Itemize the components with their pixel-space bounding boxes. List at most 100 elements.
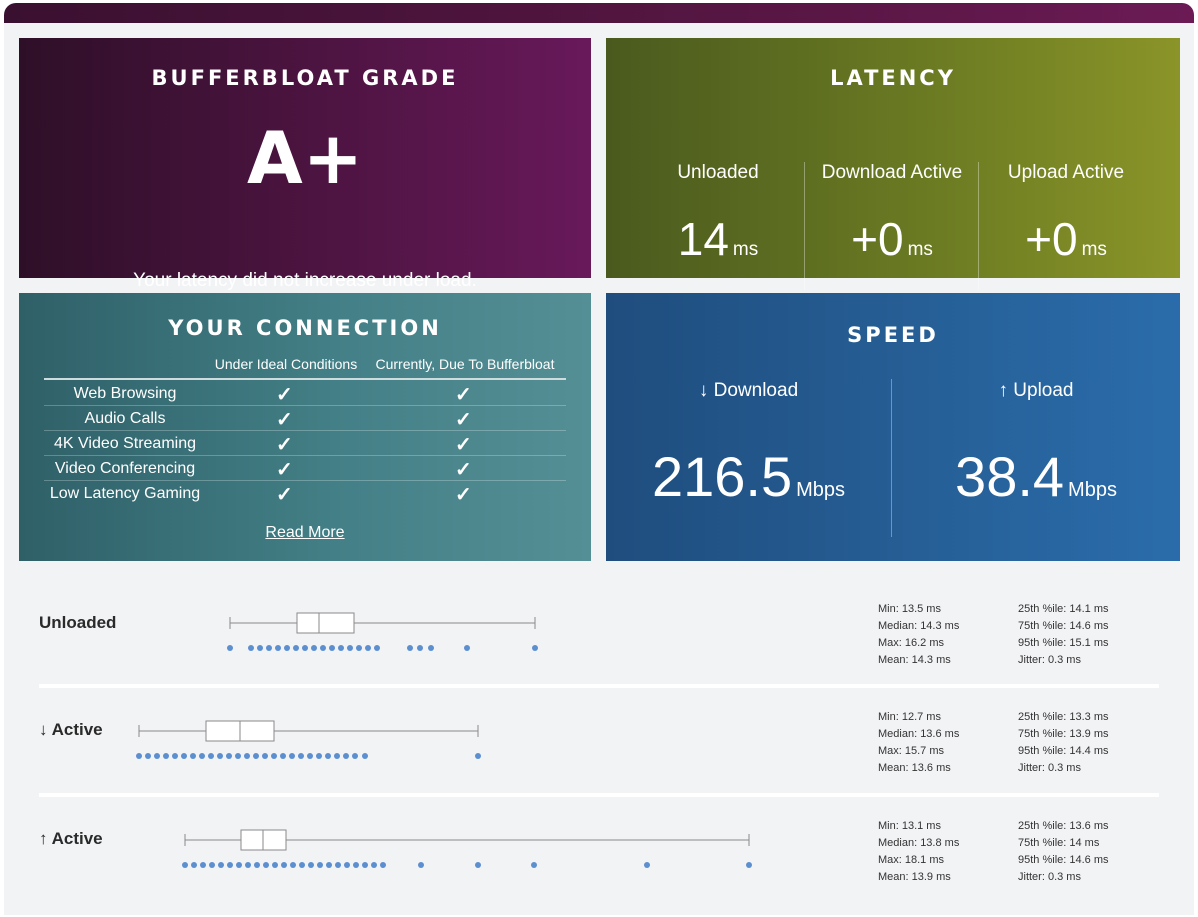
dot <box>244 753 250 759</box>
dot <box>316 753 322 759</box>
row-title: ↓ Active <box>39 720 103 739</box>
dot <box>320 645 326 651</box>
dot <box>281 862 287 868</box>
dot <box>417 645 423 651</box>
latency-value: 14 ms <box>677 213 759 265</box>
row-label: Low Latency Gaming <box>49 485 201 502</box>
dot <box>475 862 481 868</box>
check-icon: ✓ <box>455 459 472 481</box>
dot <box>226 753 232 759</box>
dot <box>163 753 169 759</box>
connection-title: YOUR CONNECTION <box>168 316 442 340</box>
row-title: Unloaded <box>39 613 117 632</box>
header-rule <box>44 378 566 380</box>
sample-dots <box>227 645 538 651</box>
dot <box>475 753 481 759</box>
connection-row: Audio Calls ✓ ✓ <box>44 406 566 431</box>
dot <box>326 862 332 868</box>
latency-unloaded: Unloaded 14 ms <box>636 38 800 278</box>
download-active-boxplot <box>136 720 481 759</box>
check-icon: ✓ <box>455 434 472 456</box>
dot <box>317 862 323 868</box>
dot <box>311 645 317 651</box>
dot <box>343 753 349 759</box>
dot <box>289 753 295 759</box>
header-ideal: Under Ideal Conditions <box>214 356 358 372</box>
dot <box>136 753 142 759</box>
dot <box>299 862 305 868</box>
bufferbloat-grade-card: BUFFERBLOAT GRADE A+ Your latency did no… <box>19 38 591 291</box>
check-icon: ✓ <box>455 409 472 431</box>
row-separator <box>39 684 1159 688</box>
dot <box>338 645 344 651</box>
dot <box>227 862 233 868</box>
dot <box>236 862 242 868</box>
dot <box>190 753 196 759</box>
dot <box>227 645 233 651</box>
latency-download-active: Download Active +0 ms <box>810 38 974 278</box>
dot <box>371 862 377 868</box>
dot <box>334 753 340 759</box>
dot <box>418 862 424 868</box>
dot <box>407 645 413 651</box>
dot <box>181 753 187 759</box>
dot <box>266 645 272 651</box>
dot <box>245 862 251 868</box>
dot <box>308 862 314 868</box>
dot <box>172 753 178 759</box>
latency-label: Download Active <box>821 162 963 183</box>
stats-left: Min: 12.7 ms Median: 13.6 ms Max: 15.7 ms M… <box>878 711 960 774</box>
dot <box>380 862 386 868</box>
dot <box>248 645 254 651</box>
dot <box>307 753 313 759</box>
dot <box>362 862 368 868</box>
upload-value: 38.4 Mbps <box>955 445 1117 508</box>
download-value: 216.5 Mbps <box>651 445 846 508</box>
dot <box>253 753 259 759</box>
speed-divider <box>891 379 892 537</box>
dot <box>209 862 215 868</box>
read-more-link[interactable]: Read More <box>265 524 345 541</box>
connection-row: 4K Video Streaming ✓ ✓ <box>44 431 566 456</box>
dot <box>302 645 308 651</box>
dot <box>262 753 268 759</box>
dot <box>218 862 224 868</box>
connection-row: Low Latency Gaming ✓ ✓ <box>44 481 566 506</box>
header-current: Currently, Due To Bufferbloat <box>375 356 555 372</box>
speed-card: SPEED ↓ Download 216.5 Mbps ↑ Upload 38.4… <box>606 293 1180 561</box>
upload-active-boxplot <box>182 829 752 868</box>
dot <box>199 753 205 759</box>
sample-dots <box>182 862 752 868</box>
dot <box>353 862 359 868</box>
check-icon: ✓ <box>455 384 472 406</box>
dot <box>344 862 350 868</box>
dot <box>271 753 277 759</box>
dot <box>145 753 151 759</box>
dot <box>191 862 197 868</box>
dot <box>464 645 470 651</box>
grade-description: Your latency did not increase under load… <box>133 270 477 291</box>
dot <box>532 645 538 651</box>
dot <box>154 753 160 759</box>
speed-title: SPEED <box>847 323 939 347</box>
dot <box>280 753 286 759</box>
dot <box>644 862 650 868</box>
dot <box>325 753 331 759</box>
latency-title: LATENCY <box>830 66 956 90</box>
connection-row: Web Browsing ✓ ✓ <box>44 381 566 406</box>
connection-row: Video Conferencing ✓ ✓ <box>44 456 566 481</box>
dot <box>293 645 299 651</box>
check-icon: ✓ <box>276 384 293 406</box>
dot <box>275 645 281 651</box>
dot <box>257 645 263 651</box>
dot <box>217 753 223 759</box>
row-title: ↑ Active <box>39 829 103 848</box>
sample-dots <box>136 753 481 759</box>
latency-divider <box>978 162 979 290</box>
stats-right: 25th %ile: 13.3 ms 75th %ile: 13.9 ms 95th… <box>1018 711 1109 774</box>
dot <box>746 862 752 868</box>
dot <box>374 645 380 651</box>
dot <box>335 862 341 868</box>
upload-label: ↑ Upload <box>998 380 1074 401</box>
stats-right: 25th %ile: 14.1 ms 75th %ile: 14.6 ms 95th… <box>1018 603 1109 666</box>
